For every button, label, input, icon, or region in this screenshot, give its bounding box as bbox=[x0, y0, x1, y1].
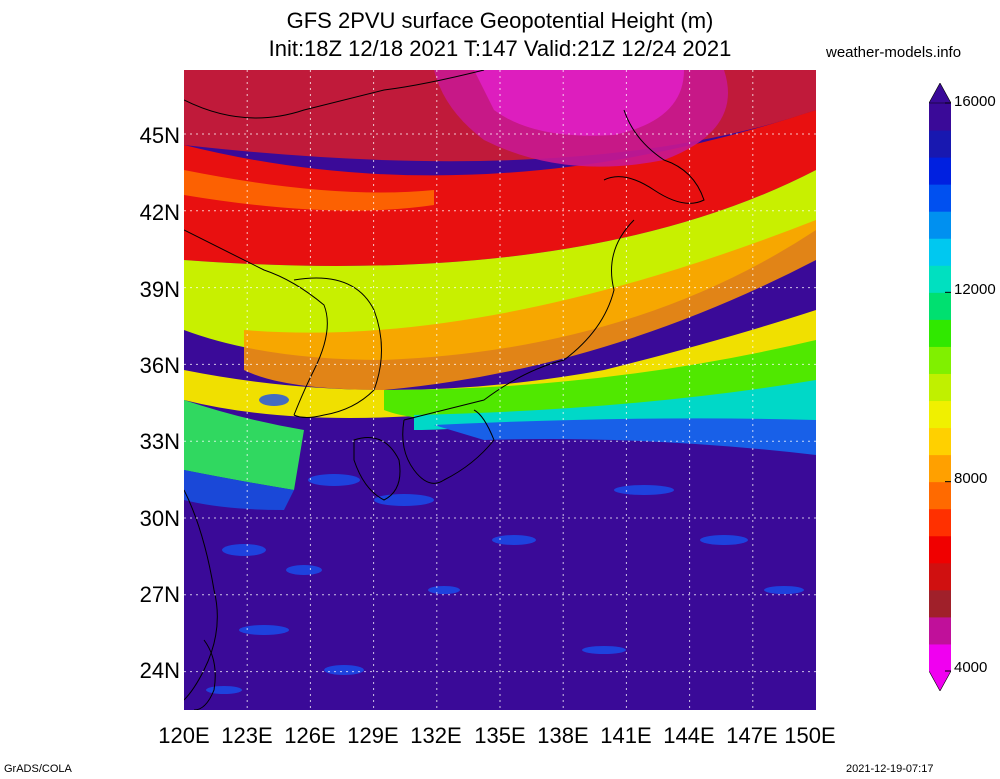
chart-subtitle: Init:18Z 12/18 2021 T:147 Valid:21Z 12/2… bbox=[268, 36, 732, 61]
colorbar-label: 4000 bbox=[954, 659, 988, 676]
colorbar-swatch bbox=[929, 292, 951, 320]
lon-label: 138E bbox=[537, 723, 589, 748]
colorbar-swatch bbox=[929, 562, 951, 591]
colorbar-swatch bbox=[929, 481, 951, 510]
colorbar-swatch bbox=[929, 535, 951, 564]
colorbar-swatch bbox=[929, 157, 951, 185]
lon-label: 123E bbox=[221, 723, 273, 748]
colorbar-swatch bbox=[929, 643, 951, 672]
colorbar-label: 16000 bbox=[954, 93, 996, 110]
lon-label: 120E bbox=[158, 723, 210, 748]
lon-label: 147E bbox=[726, 723, 778, 748]
colorbar-swatch bbox=[929, 103, 951, 131]
lon-label: 132E bbox=[410, 723, 462, 748]
chart-title: GFS 2PVU surface Geopotential Height (m) bbox=[286, 8, 714, 33]
colorbar-max-arrow bbox=[929, 83, 951, 104]
colorbar-swatch bbox=[929, 346, 951, 374]
colorbar-min-arrow bbox=[929, 670, 951, 691]
field-speckles bbox=[206, 394, 804, 694]
colorbar-swatch bbox=[929, 373, 951, 402]
lon-label: 126E bbox=[284, 723, 336, 748]
lon-label: 129E bbox=[347, 723, 399, 748]
colorbar-swatch bbox=[929, 319, 951, 347]
colorbar-label: 8000 bbox=[954, 470, 988, 487]
lat-label: 30N bbox=[139, 506, 180, 531]
lon-label: 144E bbox=[663, 723, 715, 748]
map-svg bbox=[184, 70, 816, 710]
lat-label: 45N bbox=[139, 123, 180, 148]
colorbar-swatch bbox=[929, 508, 951, 537]
colorbar-swatch bbox=[929, 589, 951, 618]
map-plot bbox=[184, 70, 816, 710]
lat-label: 27N bbox=[139, 582, 180, 607]
lat-label: 33N bbox=[139, 429, 180, 454]
colorbar-swatch bbox=[929, 265, 951, 293]
colorbar-swatch bbox=[929, 616, 951, 645]
lat-label: 42N bbox=[139, 200, 180, 225]
colorbar bbox=[929, 83, 951, 691]
colorbar-swatch bbox=[929, 454, 951, 483]
colorbar-swatch bbox=[929, 427, 951, 456]
lat-label: 36N bbox=[139, 353, 180, 378]
footer-credit: GrADS/COLA bbox=[4, 763, 72, 775]
coastlines bbox=[184, 70, 705, 710]
map-grid bbox=[184, 70, 816, 710]
lon-label: 135E bbox=[474, 723, 526, 748]
lat-label: 39N bbox=[139, 277, 180, 302]
colorbar-swatch bbox=[929, 130, 951, 158]
colorbar-swatch bbox=[929, 184, 951, 212]
colorbar-label: 12000 bbox=[954, 281, 996, 298]
lat-label: 24N bbox=[139, 658, 180, 683]
site-credit: weather-models.info bbox=[826, 44, 962, 61]
colorbar-swatch bbox=[929, 400, 951, 429]
colorbar-swatch bbox=[929, 238, 951, 266]
footer-timestamp: 2021-12-19-07:17 bbox=[846, 763, 934, 775]
lon-label: 150E bbox=[784, 723, 836, 748]
field-low-core bbox=[474, 70, 684, 136]
lon-label: 141E bbox=[600, 723, 652, 748]
colorbar-swatch bbox=[929, 211, 951, 239]
